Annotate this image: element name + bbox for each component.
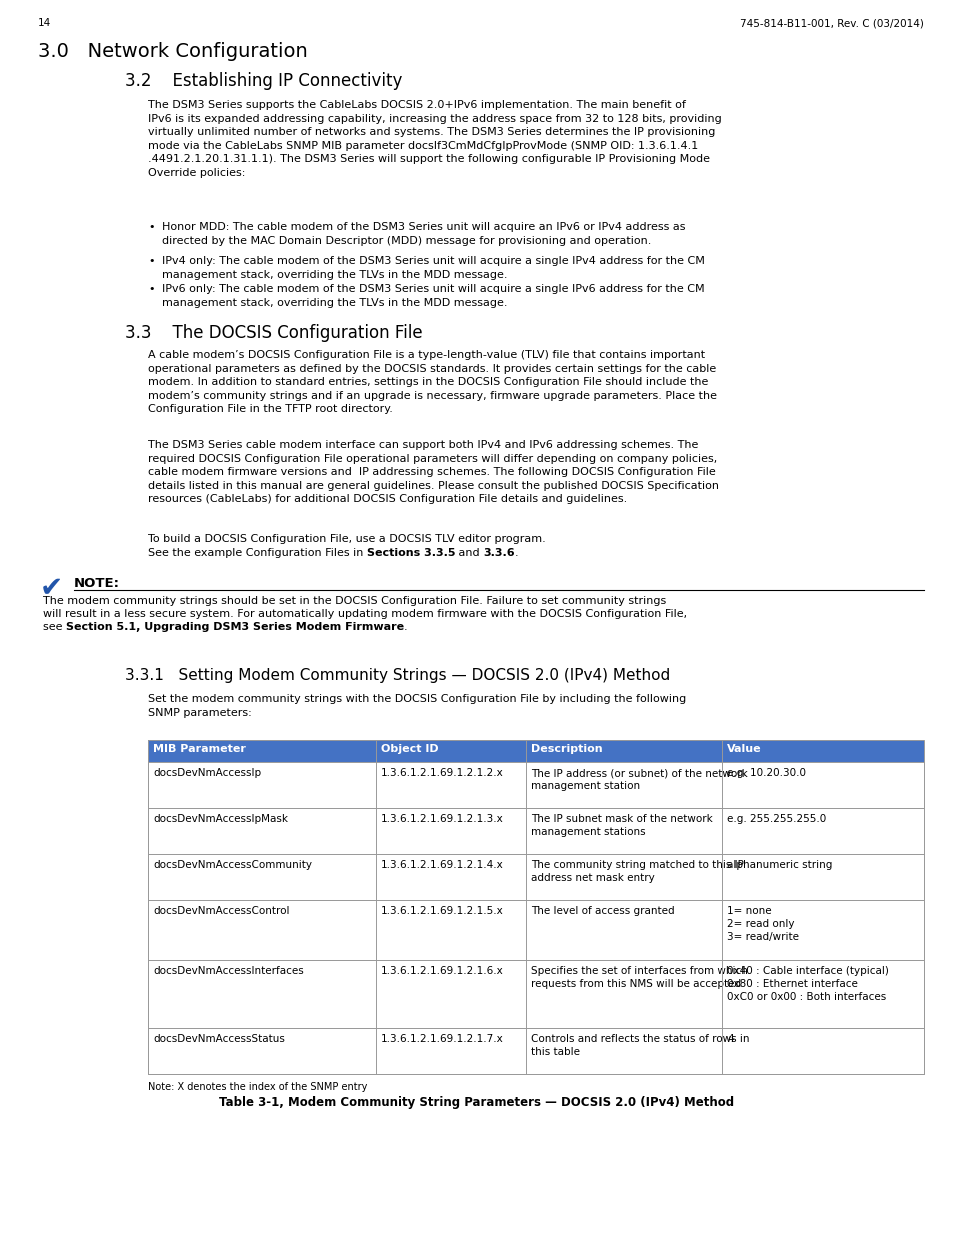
Text: Description: Description (531, 743, 602, 755)
Text: 1.3.6.1.2.1.69.1.2.1.7.x: 1.3.6.1.2.1.69.1.2.1.7.x (380, 1034, 503, 1044)
Text: 1.3.6.1.2.1.69.1.2.1.4.x: 1.3.6.1.2.1.69.1.2.1.4.x (380, 860, 503, 869)
Text: 3.2    Establishing IP Connectivity: 3.2 Establishing IP Connectivity (125, 72, 402, 90)
Text: Section 5.1, Upgrading DSM3 Series Modem Firmware: Section 5.1, Upgrading DSM3 Series Modem… (66, 622, 404, 632)
Text: Sections 3.3.5: Sections 3.3.5 (367, 548, 455, 558)
Text: The level of access granted: The level of access granted (531, 906, 674, 916)
Text: Note: X denotes the index of the SNMP entry: Note: X denotes the index of the SNMP en… (148, 1082, 367, 1092)
Text: see: see (43, 622, 66, 632)
Text: •: • (148, 284, 154, 294)
Text: 1= none
2= read only
3= read/write: 1= none 2= read only 3= read/write (726, 906, 799, 941)
Text: The DSM3 Series cable modem interface can support both IPv4 and IPv6 addressing : The DSM3 Series cable modem interface ca… (148, 440, 719, 504)
Text: and: and (455, 548, 483, 558)
Text: NOTE:: NOTE: (74, 577, 120, 590)
Text: 14: 14 (38, 19, 51, 28)
Bar (148, 1028, 923, 1074)
Text: Controls and reflects the status of rows in
this table: Controls and reflects the status of rows… (531, 1034, 749, 1057)
Text: 4: 4 (726, 1034, 733, 1044)
Text: .: . (404, 622, 407, 632)
Bar (148, 740, 923, 1074)
Text: 3.0   Network Configuration: 3.0 Network Configuration (38, 42, 308, 61)
Text: .: . (515, 548, 518, 558)
Text: docsDevNmAccessStatus: docsDevNmAccessStatus (152, 1034, 285, 1044)
Text: The community string matched to this IP
address net mask entry: The community string matched to this IP … (531, 860, 743, 883)
Text: Table 3-1, Modem Community String Parameters — DOCSIS 2.0 (IPv4) Method: Table 3-1, Modem Community String Parame… (219, 1095, 734, 1109)
Text: 1.3.6.1.2.1.69.1.2.1.3.x: 1.3.6.1.2.1.69.1.2.1.3.x (380, 814, 503, 824)
Bar (148, 960, 923, 1028)
Bar (148, 853, 923, 900)
Bar (148, 900, 923, 960)
Text: •: • (148, 222, 154, 232)
Text: 1.3.6.1.2.1.69.1.2.1.2.x: 1.3.6.1.2.1.69.1.2.1.2.x (380, 768, 503, 778)
Text: 1.3.6.1.2.1.69.1.2.1.6.x: 1.3.6.1.2.1.69.1.2.1.6.x (380, 966, 503, 976)
Text: docsDevNmAccessCommunity: docsDevNmAccessCommunity (152, 860, 312, 869)
Text: •: • (148, 256, 154, 266)
Text: 0x40 : Cable interface (typical)
0x80 : Ethernet interface
0xC0 or 0x00 : Both i: 0x40 : Cable interface (typical) 0x80 : … (726, 966, 888, 1002)
Text: will result in a less secure system. For automatically updating modem firmware w: will result in a less secure system. For… (43, 609, 686, 619)
Text: To build a DOCSIS Configuration File, use a DOCSIS TLV editor program.: To build a DOCSIS Configuration File, us… (148, 534, 545, 543)
Bar (148, 808, 923, 853)
Text: 3.3.1   Setting Modem Community Strings — DOCSIS 2.0 (IPv4) Method: 3.3.1 Setting Modem Community Strings — … (125, 668, 670, 683)
Text: 1.3.6.1.2.1.69.1.2.1.5.x: 1.3.6.1.2.1.69.1.2.1.5.x (380, 906, 503, 916)
Text: The modem community strings should be set in the DOCSIS Configuration File. Fail: The modem community strings should be se… (43, 597, 665, 606)
Text: Object ID: Object ID (380, 743, 438, 755)
Text: The IP subnet mask of the network
management stations: The IP subnet mask of the network manage… (531, 814, 712, 837)
Text: MIB Parameter: MIB Parameter (152, 743, 246, 755)
Bar (148, 740, 923, 762)
Text: A cable modem’s DOCSIS Configuration File is a type-length-value (TLV) file that: A cable modem’s DOCSIS Configuration Fil… (148, 350, 717, 415)
Text: alphanumeric string: alphanumeric string (726, 860, 832, 869)
Text: 3.3.6: 3.3.6 (483, 548, 515, 558)
Text: ✔: ✔ (40, 574, 63, 601)
Text: See the example Configuration Files in: See the example Configuration Files in (148, 548, 367, 558)
Text: docsDevNmAccessIp: docsDevNmAccessIp (152, 768, 261, 778)
Text: Set the modem community strings with the DOCSIS Configuration File by including : Set the modem community strings with the… (148, 694, 685, 718)
Text: docsDevNmAccessControl: docsDevNmAccessControl (152, 906, 289, 916)
Text: 745-814-B11-001, Rev. C (03/2014): 745-814-B11-001, Rev. C (03/2014) (740, 19, 923, 28)
Text: The IP address (or subnet) of the network
management station: The IP address (or subnet) of the networ… (531, 768, 747, 790)
Text: Honor MDD: The cable modem of the DSM3 Series unit will acquire an IPv6 or IPv4 : Honor MDD: The cable modem of the DSM3 S… (162, 222, 685, 246)
Text: e.g. 10.20.30.0: e.g. 10.20.30.0 (726, 768, 805, 778)
Text: The DSM3 Series supports the CableLabs DOCSIS 2.0+IPv6 implementation. The main : The DSM3 Series supports the CableLabs D… (148, 100, 721, 178)
Text: IPv4 only: The cable modem of the DSM3 Series unit will acquire a single IPv4 ad: IPv4 only: The cable modem of the DSM3 S… (162, 256, 704, 279)
Text: IPv6 only: The cable modem of the DSM3 Series unit will acquire a single IPv6 ad: IPv6 only: The cable modem of the DSM3 S… (162, 284, 704, 308)
Bar (148, 762, 923, 808)
Text: Value: Value (726, 743, 760, 755)
Text: docsDevNmAccessInterfaces: docsDevNmAccessInterfaces (152, 966, 303, 976)
Text: e.g. 255.255.255.0: e.g. 255.255.255.0 (726, 814, 825, 824)
Text: Specifies the set of interfaces from which
requests from this NMS will be accept: Specifies the set of interfaces from whi… (531, 966, 747, 989)
Text: 3.3    The DOCSIS Configuration File: 3.3 The DOCSIS Configuration File (125, 324, 422, 342)
Text: docsDevNmAccessIpMask: docsDevNmAccessIpMask (152, 814, 288, 824)
